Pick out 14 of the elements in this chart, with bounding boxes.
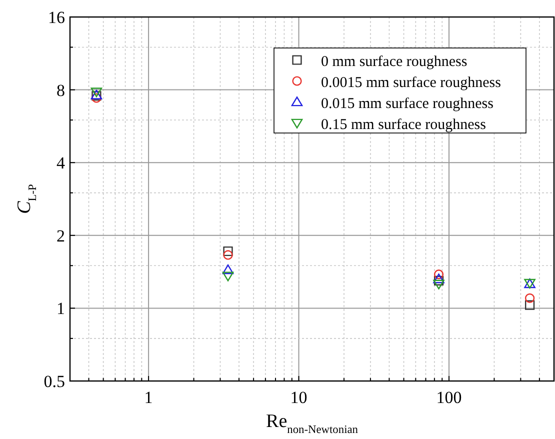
- x-tick-label: 100: [436, 388, 462, 407]
- legend-label: 0.0015 mm surface roughness: [321, 75, 502, 91]
- y-tick-label: 16: [48, 8, 65, 27]
- x-tick-label: 10: [290, 388, 308, 407]
- y-tick-label: 8: [56, 80, 65, 100]
- x-tick-label: 1: [144, 388, 153, 407]
- y-tick-label: 2: [56, 226, 65, 246]
- y-tick-label: 1: [56, 299, 65, 318]
- legend-label: 0.015 mm surface roughness: [321, 96, 494, 112]
- legend-label: 0.15 mm surface roughness: [321, 117, 486, 133]
- y-tick-label: 0.5: [44, 372, 65, 391]
- x-axis-title: Re$_{non-Newtonian}$: [266, 411, 358, 436]
- legend-label: 0 mm surface roughness: [321, 54, 468, 70]
- y-tick-label: 4: [56, 154, 66, 173]
